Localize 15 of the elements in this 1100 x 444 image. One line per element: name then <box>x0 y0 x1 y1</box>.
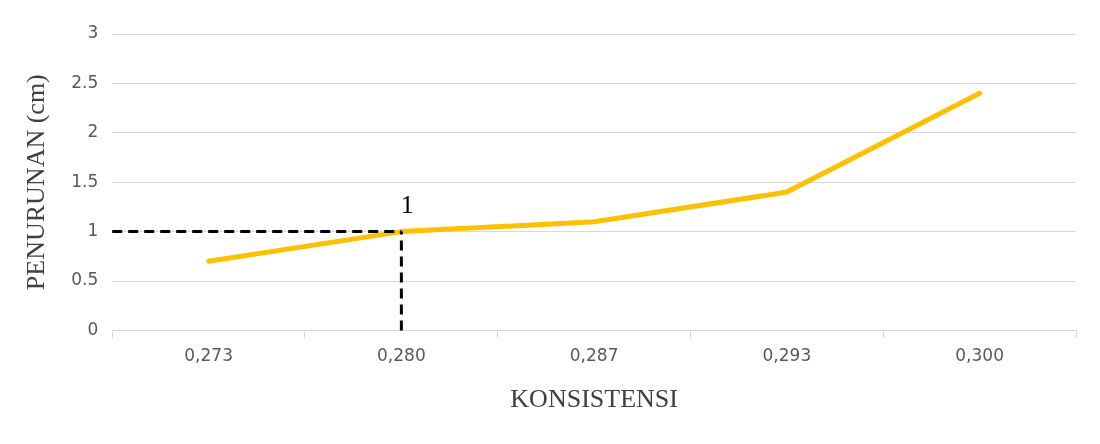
x-tick-label: 0,280 <box>377 345 426 366</box>
y-tick-label: 1 <box>87 220 99 241</box>
y-tick-label: 2.5 <box>71 71 99 92</box>
y-tick-label: 1.5 <box>71 170 99 191</box>
x-tick-label: 0,273 <box>184 345 233 366</box>
x-axis-title: KONSISTENSI <box>510 384 678 414</box>
x-tick-label: 0,300 <box>955 345 1004 366</box>
y-tick-label: 0 <box>87 318 99 339</box>
x-tick-label: 0,287 <box>569 345 619 366</box>
y-tick-label: 3 <box>87 22 99 43</box>
ref-line-label: 1 <box>400 190 414 220</box>
x-tick-label: 0,293 <box>762 345 812 366</box>
y-axis-title: PENURUNAN (cm) <box>21 74 51 291</box>
y-tick-label: 0.5 <box>71 269 99 290</box>
y-tick-label: 2 <box>87 121 99 142</box>
